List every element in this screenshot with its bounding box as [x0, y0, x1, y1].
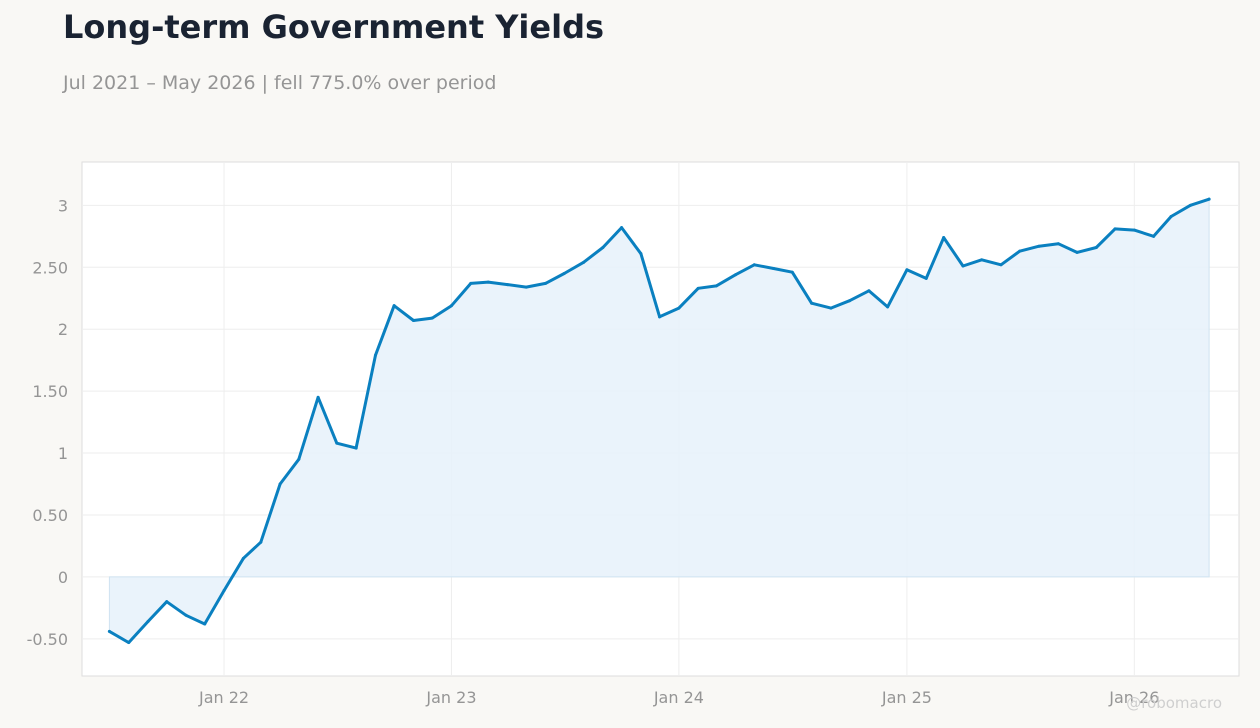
data-point [1037, 244, 1041, 248]
data-point [335, 441, 339, 445]
data-point [639, 252, 643, 256]
data-point [810, 301, 814, 305]
data-point [714, 284, 718, 288]
data-point [278, 482, 282, 486]
data-point [924, 276, 928, 280]
chart-subtitle: Jul 2021 – May 2026 | fell 775.0% over p… [63, 72, 497, 94]
data-point [316, 395, 320, 399]
data-point [107, 629, 111, 633]
data-point [241, 556, 245, 560]
data-point [544, 281, 548, 285]
y-tick-label: -0.50 [27, 630, 68, 649]
y-tick-label: 0.50 [32, 506, 68, 525]
data-point [203, 622, 207, 626]
data-point [867, 289, 871, 293]
x-tick-label: Jan 26 [1108, 688, 1159, 707]
x-tick-label: Jan 23 [425, 688, 476, 707]
y-tick-label: 2.50 [32, 258, 68, 277]
data-point [696, 286, 700, 290]
data-point [1169, 214, 1173, 218]
data-point [848, 299, 852, 303]
x-tick-label: Jan 25 [881, 688, 932, 707]
data-point [1094, 245, 1098, 249]
data-point [469, 281, 473, 285]
data-point [373, 353, 377, 357]
data-point [354, 446, 358, 450]
data-point [829, 306, 833, 310]
chart-title: Long-term Government Yields [63, 8, 605, 46]
data-point [1207, 197, 1211, 201]
data-point [506, 283, 510, 287]
data-point [411, 319, 415, 323]
data-point [999, 263, 1003, 267]
data-point [259, 540, 263, 544]
data-point [1132, 228, 1136, 232]
y-tick-label: 0 [58, 568, 68, 587]
data-point [752, 263, 756, 267]
data-point [658, 315, 662, 319]
data-point [961, 264, 965, 268]
data-point [582, 260, 586, 264]
data-point [734, 273, 738, 277]
data-point [1152, 234, 1156, 238]
data-point [601, 245, 605, 249]
x-tick-label: Jan 22 [198, 688, 249, 707]
y-tick-label: 3 [58, 196, 68, 215]
data-point [1056, 242, 1060, 246]
data-point [127, 641, 131, 645]
data-point [772, 267, 776, 271]
data-point [392, 304, 396, 308]
data-point [905, 268, 909, 272]
data-point [790, 270, 794, 274]
x-tick-label: Jan 24 [653, 688, 704, 707]
data-point [297, 457, 301, 461]
data-point [1018, 249, 1022, 253]
data-point [524, 285, 528, 289]
y-tick-label: 1.50 [32, 382, 68, 401]
data-point [184, 613, 188, 617]
data-point [980, 258, 984, 262]
data-point [449, 304, 453, 308]
data-point [146, 620, 150, 624]
data-point [562, 271, 566, 275]
data-point [942, 236, 946, 240]
data-point [222, 589, 226, 593]
data-point [165, 600, 169, 604]
data-point [620, 226, 624, 230]
data-point [486, 280, 490, 284]
data-point [677, 306, 681, 310]
y-tick-label: 2 [58, 320, 68, 339]
data-point [1188, 203, 1192, 207]
data-point [1113, 227, 1117, 231]
watermark: @robomacro [1126, 694, 1222, 712]
data-point [886, 305, 890, 309]
data-point [1075, 250, 1079, 254]
y-tick-label: 1 [58, 444, 68, 463]
data-point [430, 316, 434, 320]
